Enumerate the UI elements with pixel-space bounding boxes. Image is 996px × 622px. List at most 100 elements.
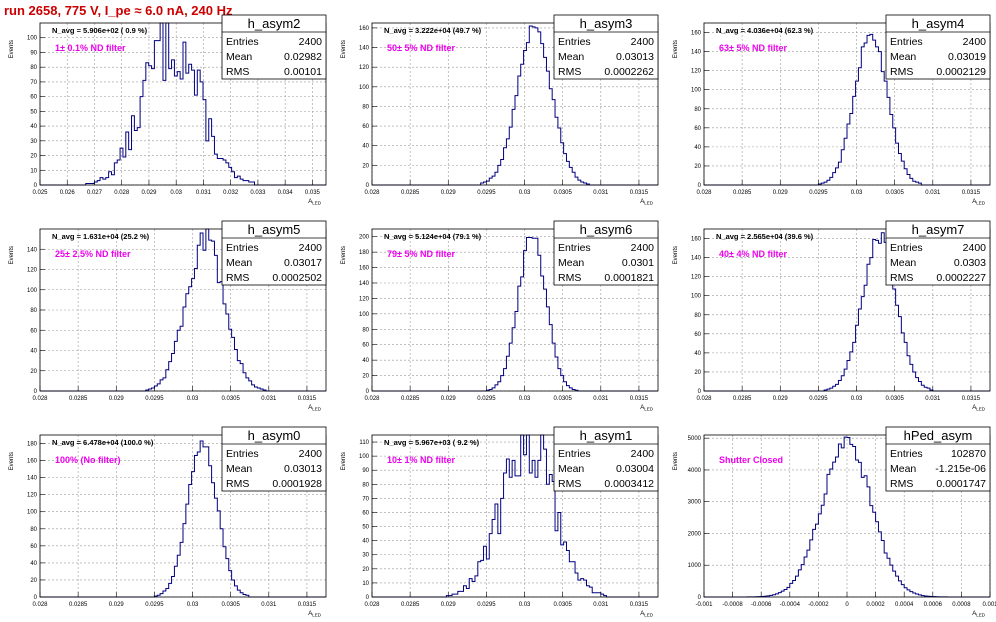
x-axis-title: ALED [308,611,322,618]
y-axis-title: Events [341,246,347,264]
y-tick-label: 0 [366,389,370,395]
y-tick-label: 0 [34,183,38,189]
y-tick-label: 0 [698,389,702,395]
x-tick-label: 0.028 [364,602,380,608]
y-tick-label: 60 [362,510,369,516]
plot-frame [703,22,991,186]
y-tick-label: 70 [30,80,37,86]
y-axis-title: Events [9,40,15,58]
y-tick-label: 20 [30,578,37,584]
x-tick-label: 0.0305 [885,396,904,402]
x-tick-label: 0.03 [851,396,863,402]
y-tick-label: 0 [366,183,370,189]
y-tick-label: 80 [362,104,369,110]
y-axis-title: Events [673,452,679,470]
stat-label: Entries [890,448,923,460]
x-tick-label: 0.0002 [866,602,885,608]
stat-value: 102870 [951,448,986,460]
y-tick-label: 100 [27,288,38,294]
stat-label: RMS [890,66,913,78]
x-tick-label: 0.029 [441,396,457,402]
y-tick-label: 10 [30,168,37,174]
y-tick-label: 80 [694,107,701,113]
stats-box: h_asym3 Entries 2400 Mean 0.03013 RMS 0.000226… [553,14,659,80]
x-axis-title: ALED [308,405,322,412]
stats-box-frame [221,426,327,492]
y-tick-label: 120 [27,493,38,499]
x-tick-label: 0.0295 [477,396,496,402]
x-tick-label: 0.03 [519,190,531,196]
stats-box-title: hPed_asym [904,428,973,443]
stat-value: 0.0002502 [272,272,322,284]
y-tick-label: 120 [691,69,702,75]
stat-label: Entries [558,242,591,254]
y-tick-label: 60 [362,343,369,349]
x-tick-label: 0.0305 [885,190,904,196]
stat-label: RMS [226,478,249,490]
stat-value: 0.0002129 [936,66,986,78]
x-tick-label: 0.025 [32,190,48,196]
x-tick-label: 0.029 [109,602,125,608]
x-tick-label: 0.029 [773,190,789,196]
filter-label: Shutter Closed [719,455,783,465]
histogram-panel-h_asym1: 0.028 0.0285 0.029 0.0295 0.03 0.0305 0.031 0.0… [341,426,659,618]
x-tick-label: 0.0295 [477,602,496,608]
x-tick-label: -0.0002 [808,602,829,608]
x-tick-label: 0.034 [278,190,294,196]
navg-label: N_avg = 5.967e+03 ( 9.2 %) [384,438,480,447]
y-tick-label: 1000 [688,563,702,569]
y-tick-label: 160 [27,459,38,465]
stat-value: 0.03019 [948,51,986,63]
stat-value: 0.0301 [622,257,654,269]
y-tick-label: 80 [362,482,369,488]
stat-value: 2400 [631,448,655,460]
x-axis-title: ALED [972,199,986,206]
y-tick-label: 80 [30,308,37,314]
y-tick-label: 2000 [688,531,702,537]
y-tick-label: 80 [362,327,369,333]
x-tick-label: 0.028 [114,190,130,196]
y-axis-title: Events [341,452,347,470]
histogram-panel-h_asym2: 0.025 0.026 0.027 0.028 0.029 0.03 0.031 0.032 0… [9,14,327,206]
y-tick-label: 60 [694,126,701,132]
histogram-panel-h_asym7: 0.028 0.0285 0.029 0.0295 0.03 0.0305 0.031 0.0… [673,220,991,412]
y-tick-label: 30 [362,553,369,559]
y-axis-title: Events [9,452,15,470]
x-tick-label: 0.033 [250,190,266,196]
y-tick-label: 0 [698,183,702,189]
navg-label: N_avg = 5.124e+04 (79.1 %) [384,232,482,241]
y-tick-label: 90 [30,50,37,56]
stat-label: Mean [890,257,916,269]
x-tick-label: 0.0315 [630,396,649,402]
y-tick-label: 20 [30,369,37,375]
x-tick-label: 0.031 [593,190,609,196]
stat-value: 0.0303 [954,257,986,269]
stat-label: Mean [890,463,916,475]
x-tick-label: 0.026 [60,190,76,196]
stat-value: 0.03004 [616,463,654,475]
x-tick-label: 0.0285 [733,190,752,196]
y-tick-label: 140 [359,281,370,287]
stats-box-title: h_asym6 [580,222,633,237]
x-tick-label: 0.0305 [553,190,572,196]
panel-grid: 0.025 0.026 0.027 0.028 0.029 0.03 0.031 0.03 2 0… [9,14,996,618]
x-tick-label: 0.0285 [69,396,88,402]
stat-label: Entries [890,242,923,254]
stat-label: Entries [226,242,259,254]
x-tick-label: 0.027 [87,190,103,196]
y-tick-label: 50 [30,109,37,115]
y-tick-label: 140 [691,256,702,262]
stats-box: h_asym0 Entries 2400 Mean 0.03013 RMS 0.000192… [221,426,327,492]
y-tick-label: 160 [691,237,702,243]
stats-box-frame [553,220,659,286]
stat-value: 2400 [631,36,655,48]
x-tick-label: 0.03 [187,602,199,608]
y-tick-label: 40 [30,124,37,130]
histogram-line-hPed_asym [704,436,990,598]
plot-frame [703,228,991,392]
x-tick-label: 0.0285 [401,190,420,196]
y-tick-label: 100 [359,454,370,460]
x-tick-label: -0.0006 [751,602,772,608]
y-tick-label: 50 [362,525,369,531]
stats-box-frame [885,14,991,80]
